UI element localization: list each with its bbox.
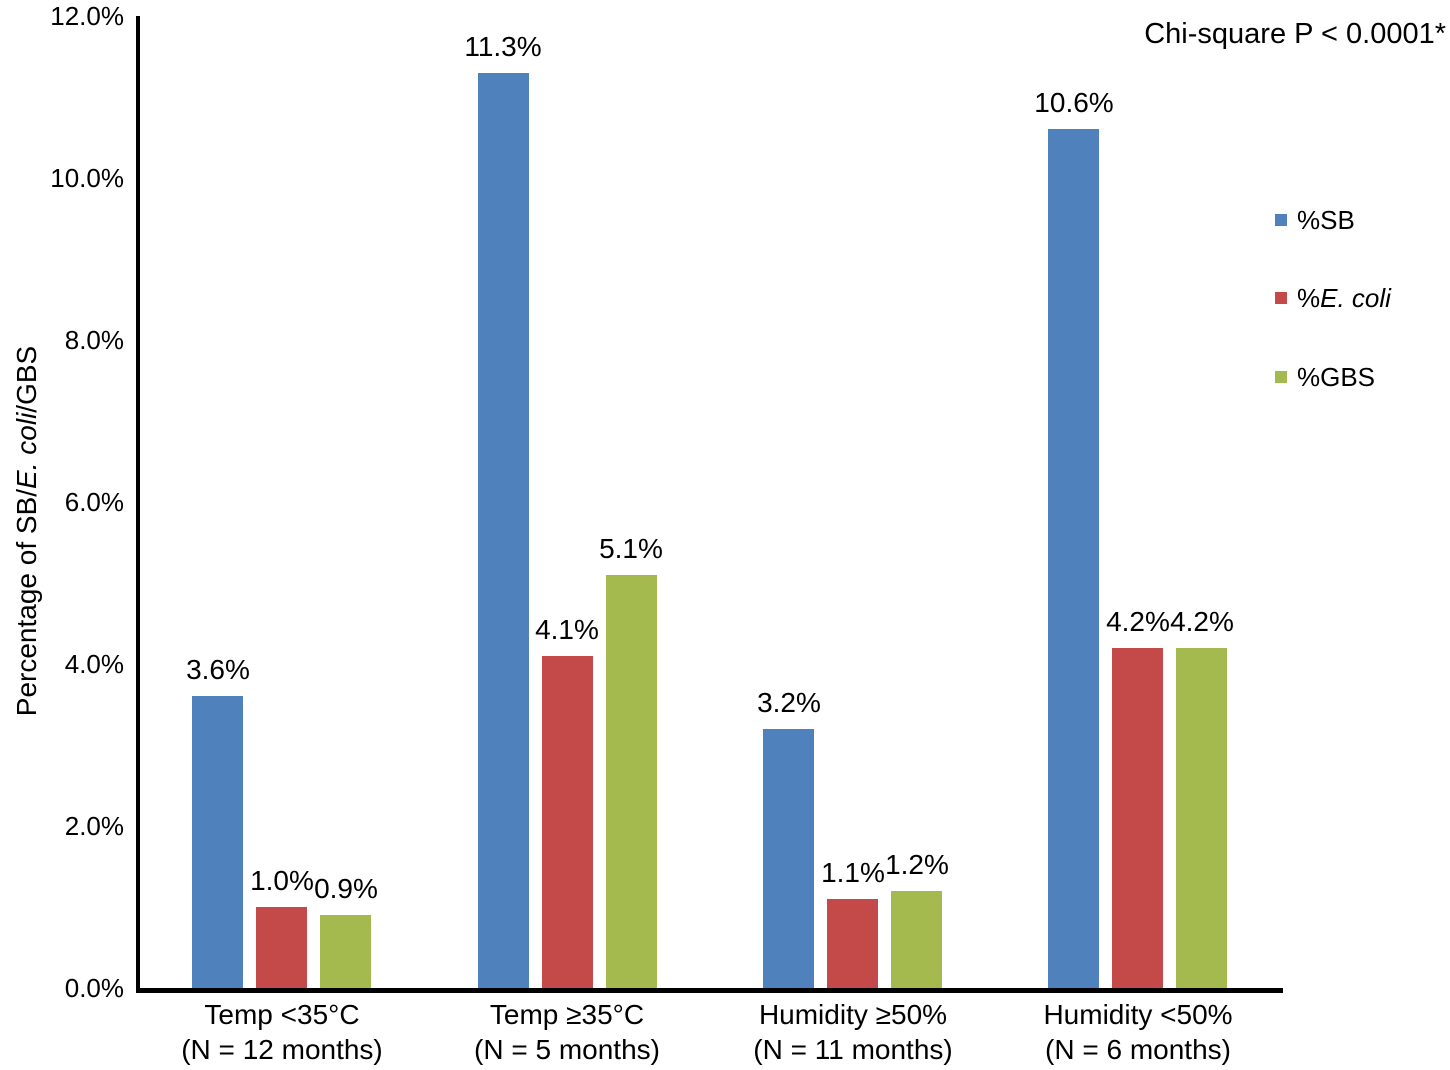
bar-value-label: 11.3%: [464, 31, 542, 62]
bar-value-label: 3.2%: [757, 687, 821, 718]
bar: [891, 891, 942, 988]
text-segment: %SB: [1297, 205, 1355, 235]
bar-value-label: 10.6%: [1034, 87, 1114, 118]
x-category-line2: (N = 11 months): [753, 1034, 953, 1065]
x-category-label: Temp ≥35°C (N = 5 months): [417, 997, 717, 1067]
legend-label: %GBS: [1297, 361, 1375, 393]
x-category-line1: Temp <35°C: [204, 999, 360, 1030]
bar-value-label: 3.6%: [186, 654, 250, 685]
y-axis-line: [136, 16, 140, 990]
y-tick-label: 8.0%: [64, 325, 124, 355]
text-segment: E. coli: [11, 412, 42, 489]
bar: [606, 575, 657, 988]
text-segment: E. coli: [1320, 283, 1391, 313]
x-category-line1: Humidity <50%: [1043, 999, 1233, 1030]
legend-label: %E. coli: [1297, 282, 1391, 314]
x-category-label: Humidity ≥50% (N = 11 months): [703, 997, 1003, 1067]
x-category-line2: (N = 6 months): [1045, 1034, 1231, 1065]
x-category-line1: Temp ≥35°C: [489, 999, 645, 1030]
y-tick-label: 0.0%: [64, 973, 124, 1003]
bar: [256, 907, 307, 988]
bar: [763, 729, 814, 988]
bar-value-label: 1.0%: [250, 865, 314, 896]
bar-value-label: 5.1%: [599, 533, 663, 564]
bar: [320, 915, 371, 988]
x-axis-line: [136, 988, 1283, 993]
x-category-label: Humidity <50% (N = 6 months): [988, 997, 1288, 1067]
legend-swatch: [1275, 214, 1287, 226]
bar: [1112, 648, 1163, 988]
legend-swatch: [1275, 371, 1287, 383]
bar-value-label: 4.1%: [535, 614, 599, 645]
bar: [1176, 648, 1227, 988]
y-axis-title: Percentage of SB/E. coli/GBS: [9, 281, 45, 781]
text-segment: %: [1297, 283, 1321, 313]
bar: [478, 73, 529, 988]
text-segment: %GBS: [1297, 362, 1376, 392]
y-tick-label: 4.0%: [64, 649, 124, 679]
bar-value-label: 1.2%: [885, 849, 949, 880]
bar-value-label: 4.2%: [1170, 606, 1234, 637]
bar: [827, 899, 878, 988]
legend-item: %GBS: [1275, 361, 1375, 393]
y-tick-label: 6.0%: [64, 487, 124, 517]
y-tick-label: 10.0%: [50, 163, 124, 193]
x-category-line2: (N = 5 months): [474, 1034, 660, 1065]
bar: [1048, 129, 1099, 988]
legend-swatch: [1275, 292, 1287, 304]
legend-label: %SB: [1297, 204, 1355, 236]
legend-item: %E. coli: [1275, 282, 1391, 314]
x-category-line2: (N = 12 months): [181, 1034, 383, 1065]
bar: [542, 656, 593, 988]
y-tick-label: 12.0%: [50, 1, 124, 31]
x-category-label: Temp <35°C (N = 12 months): [132, 997, 432, 1067]
x-category-line1: Humidity ≥50%: [758, 999, 948, 1030]
legend-item: %SB: [1275, 204, 1355, 236]
text-segment: Percentage of SB/: [11, 488, 42, 717]
bar-value-label: 4.2%: [1106, 606, 1170, 637]
bar-value-label: 0.9%: [314, 873, 378, 904]
bar: [192, 696, 243, 988]
y-tick-label: 2.0%: [64, 811, 124, 841]
chi-square-annotation: Chi-square P < 0.0001*: [1144, 18, 1446, 50]
bar-value-label: 1.1%: [821, 857, 885, 888]
